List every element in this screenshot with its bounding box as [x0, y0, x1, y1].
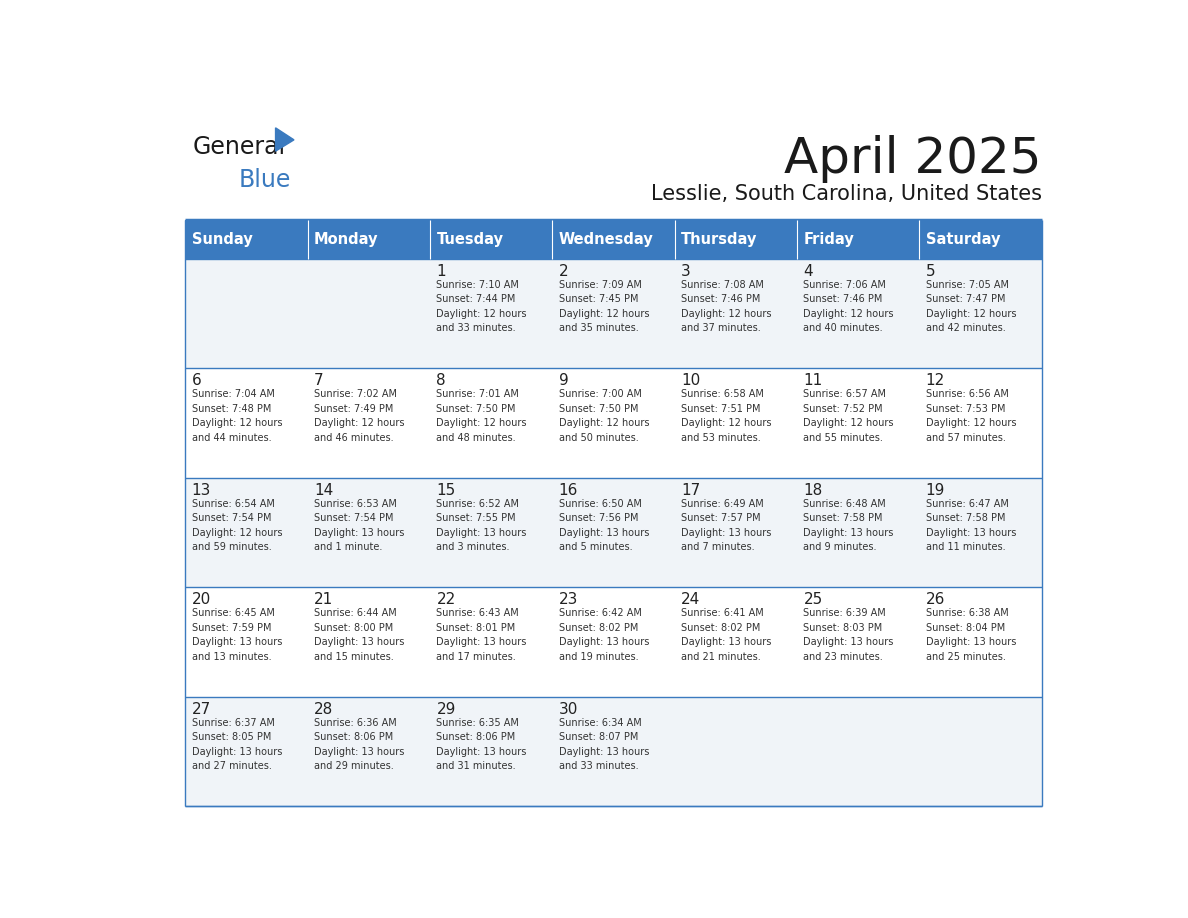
Text: Sunrise: 7:09 AM
Sunset: 7:45 PM
Daylight: 12 hours
and 35 minutes.: Sunrise: 7:09 AM Sunset: 7:45 PM Dayligh…: [558, 280, 649, 333]
Text: April 2025: April 2025: [784, 135, 1042, 183]
Text: Sunrise: 6:41 AM
Sunset: 8:02 PM
Daylight: 13 hours
and 21 minutes.: Sunrise: 6:41 AM Sunset: 8:02 PM Dayligh…: [681, 609, 771, 662]
Polygon shape: [276, 128, 293, 151]
Bar: [430, 219, 552, 259]
Text: Sunrise: 6:58 AM
Sunset: 7:51 PM
Daylight: 12 hours
and 53 minutes.: Sunrise: 6:58 AM Sunset: 7:51 PM Dayligh…: [681, 389, 771, 442]
Text: Blue: Blue: [239, 168, 291, 192]
Text: 25: 25: [803, 592, 822, 607]
Text: Friday: Friday: [803, 231, 854, 247]
Bar: [185, 219, 308, 259]
Text: Sunrise: 6:35 AM
Sunset: 8:06 PM
Daylight: 13 hours
and 31 minutes.: Sunrise: 6:35 AM Sunset: 8:06 PM Dayligh…: [436, 718, 526, 771]
Text: Sunrise: 7:00 AM
Sunset: 7:50 PM
Daylight: 12 hours
and 50 minutes.: Sunrise: 7:00 AM Sunset: 7:50 PM Dayligh…: [558, 389, 649, 442]
Text: 6: 6: [191, 373, 202, 388]
Text: Sunrise: 7:01 AM
Sunset: 7:50 PM
Daylight: 12 hours
and 48 minutes.: Sunrise: 7:01 AM Sunset: 7:50 PM Dayligh…: [436, 389, 527, 442]
Text: Sunrise: 6:54 AM
Sunset: 7:54 PM
Daylight: 12 hours
and 59 minutes.: Sunrise: 6:54 AM Sunset: 7:54 PM Dayligh…: [191, 498, 283, 552]
Text: Sunrise: 7:10 AM
Sunset: 7:44 PM
Daylight: 12 hours
and 33 minutes.: Sunrise: 7:10 AM Sunset: 7:44 PM Dayligh…: [436, 280, 527, 333]
Bar: [552, 219, 675, 259]
Text: Sunday: Sunday: [191, 231, 253, 247]
Text: Thursday: Thursday: [681, 231, 758, 247]
Text: Sunrise: 6:52 AM
Sunset: 7:55 PM
Daylight: 13 hours
and 3 minutes.: Sunrise: 6:52 AM Sunset: 7:55 PM Dayligh…: [436, 498, 526, 552]
Text: Sunrise: 6:49 AM
Sunset: 7:57 PM
Daylight: 13 hours
and 7 minutes.: Sunrise: 6:49 AM Sunset: 7:57 PM Dayligh…: [681, 498, 771, 552]
Text: 4: 4: [803, 263, 813, 278]
Text: 29: 29: [436, 701, 456, 717]
Text: Wednesday: Wednesday: [558, 231, 653, 247]
Text: Tuesday: Tuesday: [436, 231, 504, 247]
Text: 23: 23: [558, 592, 579, 607]
Text: Sunrise: 6:48 AM
Sunset: 7:58 PM
Daylight: 13 hours
and 9 minutes.: Sunrise: 6:48 AM Sunset: 7:58 PM Dayligh…: [803, 498, 893, 552]
Bar: [675, 219, 797, 259]
Bar: [185, 259, 1042, 368]
Text: 18: 18: [803, 483, 822, 498]
Text: Sunrise: 6:42 AM
Sunset: 8:02 PM
Daylight: 13 hours
and 19 minutes.: Sunrise: 6:42 AM Sunset: 8:02 PM Dayligh…: [558, 609, 649, 662]
Text: 3: 3: [681, 263, 690, 278]
Text: Sunrise: 7:08 AM
Sunset: 7:46 PM
Daylight: 12 hours
and 37 minutes.: Sunrise: 7:08 AM Sunset: 7:46 PM Dayligh…: [681, 280, 771, 333]
Bar: [185, 368, 1042, 477]
Text: 27: 27: [191, 701, 211, 717]
Text: Sunrise: 6:38 AM
Sunset: 8:04 PM
Daylight: 13 hours
and 25 minutes.: Sunrise: 6:38 AM Sunset: 8:04 PM Dayligh…: [925, 609, 1016, 662]
Text: Monday: Monday: [314, 231, 379, 247]
Text: 22: 22: [436, 592, 456, 607]
Text: 10: 10: [681, 373, 700, 388]
Text: Sunrise: 6:44 AM
Sunset: 8:00 PM
Daylight: 13 hours
and 15 minutes.: Sunrise: 6:44 AM Sunset: 8:00 PM Dayligh…: [314, 609, 404, 662]
Text: Sunrise: 6:34 AM
Sunset: 8:07 PM
Daylight: 13 hours
and 33 minutes.: Sunrise: 6:34 AM Sunset: 8:07 PM Dayligh…: [558, 718, 649, 771]
Text: 7: 7: [314, 373, 323, 388]
Text: 20: 20: [191, 592, 211, 607]
Text: Sunrise: 6:43 AM
Sunset: 8:01 PM
Daylight: 13 hours
and 17 minutes.: Sunrise: 6:43 AM Sunset: 8:01 PM Dayligh…: [436, 609, 526, 662]
Text: Lesslie, South Carolina, United States: Lesslie, South Carolina, United States: [651, 185, 1042, 205]
Text: 11: 11: [803, 373, 822, 388]
Text: 15: 15: [436, 483, 456, 498]
Bar: [308, 219, 430, 259]
Text: 24: 24: [681, 592, 700, 607]
Text: 21: 21: [314, 592, 334, 607]
Text: Sunrise: 6:50 AM
Sunset: 7:56 PM
Daylight: 13 hours
and 5 minutes.: Sunrise: 6:50 AM Sunset: 7:56 PM Dayligh…: [558, 498, 649, 552]
Text: Sunrise: 7:04 AM
Sunset: 7:48 PM
Daylight: 12 hours
and 44 minutes.: Sunrise: 7:04 AM Sunset: 7:48 PM Dayligh…: [191, 389, 283, 442]
Text: 8: 8: [436, 373, 446, 388]
Text: 30: 30: [558, 701, 579, 717]
Text: Sunrise: 6:45 AM
Sunset: 7:59 PM
Daylight: 13 hours
and 13 minutes.: Sunrise: 6:45 AM Sunset: 7:59 PM Dayligh…: [191, 609, 282, 662]
Text: 17: 17: [681, 483, 700, 498]
Text: 14: 14: [314, 483, 334, 498]
Bar: [185, 477, 1042, 588]
Text: Saturday: Saturday: [925, 231, 1000, 247]
Text: Sunrise: 6:57 AM
Sunset: 7:52 PM
Daylight: 12 hours
and 55 minutes.: Sunrise: 6:57 AM Sunset: 7:52 PM Dayligh…: [803, 389, 893, 442]
Text: Sunrise: 7:05 AM
Sunset: 7:47 PM
Daylight: 12 hours
and 42 minutes.: Sunrise: 7:05 AM Sunset: 7:47 PM Dayligh…: [925, 280, 1016, 333]
Text: 28: 28: [314, 701, 334, 717]
Bar: [920, 219, 1042, 259]
Text: 12: 12: [925, 373, 944, 388]
Text: 1: 1: [436, 263, 446, 278]
Text: 26: 26: [925, 592, 946, 607]
Bar: [797, 219, 920, 259]
Bar: [185, 697, 1042, 806]
Text: Sunrise: 6:56 AM
Sunset: 7:53 PM
Daylight: 12 hours
and 57 minutes.: Sunrise: 6:56 AM Sunset: 7:53 PM Dayligh…: [925, 389, 1016, 442]
Text: Sunrise: 6:39 AM
Sunset: 8:03 PM
Daylight: 13 hours
and 23 minutes.: Sunrise: 6:39 AM Sunset: 8:03 PM Dayligh…: [803, 609, 893, 662]
Text: Sunrise: 7:02 AM
Sunset: 7:49 PM
Daylight: 12 hours
and 46 minutes.: Sunrise: 7:02 AM Sunset: 7:49 PM Dayligh…: [314, 389, 405, 442]
Text: 13: 13: [191, 483, 211, 498]
Text: 9: 9: [558, 373, 569, 388]
Text: Sunrise: 6:47 AM
Sunset: 7:58 PM
Daylight: 13 hours
and 11 minutes.: Sunrise: 6:47 AM Sunset: 7:58 PM Dayligh…: [925, 498, 1016, 552]
Text: 16: 16: [558, 483, 579, 498]
Text: General: General: [192, 135, 286, 159]
Text: Sunrise: 6:37 AM
Sunset: 8:05 PM
Daylight: 13 hours
and 27 minutes.: Sunrise: 6:37 AM Sunset: 8:05 PM Dayligh…: [191, 718, 282, 771]
Text: 2: 2: [558, 263, 568, 278]
Text: 5: 5: [925, 263, 935, 278]
Text: Sunrise: 7:06 AM
Sunset: 7:46 PM
Daylight: 12 hours
and 40 minutes.: Sunrise: 7:06 AM Sunset: 7:46 PM Dayligh…: [803, 280, 893, 333]
Bar: [185, 588, 1042, 697]
Text: Sunrise: 6:53 AM
Sunset: 7:54 PM
Daylight: 13 hours
and 1 minute.: Sunrise: 6:53 AM Sunset: 7:54 PM Dayligh…: [314, 498, 404, 552]
Text: 19: 19: [925, 483, 946, 498]
Text: Sunrise: 6:36 AM
Sunset: 8:06 PM
Daylight: 13 hours
and 29 minutes.: Sunrise: 6:36 AM Sunset: 8:06 PM Dayligh…: [314, 718, 404, 771]
